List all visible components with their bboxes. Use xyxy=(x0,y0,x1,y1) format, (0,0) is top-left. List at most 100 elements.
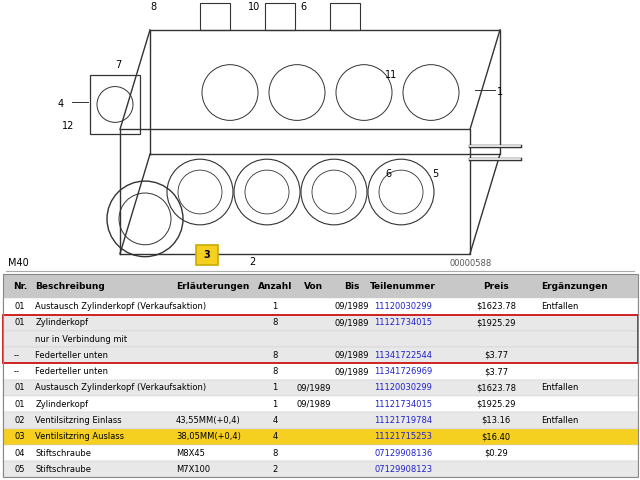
Text: 11121719784: 11121719784 xyxy=(374,416,432,425)
Text: 09/1989: 09/1989 xyxy=(296,384,331,393)
FancyBboxPatch shape xyxy=(3,396,638,412)
FancyBboxPatch shape xyxy=(3,429,638,445)
Text: 7: 7 xyxy=(115,60,121,70)
FancyBboxPatch shape xyxy=(196,245,218,264)
Text: $13.16: $13.16 xyxy=(481,416,511,425)
Text: Stiftschraube: Stiftschraube xyxy=(35,449,92,457)
FancyBboxPatch shape xyxy=(3,347,638,363)
Text: M40: M40 xyxy=(8,258,29,268)
Text: 04: 04 xyxy=(14,449,24,457)
Text: Entfallen: Entfallen xyxy=(541,384,578,393)
Text: 00000588: 00000588 xyxy=(450,259,492,268)
Text: 09/1989: 09/1989 xyxy=(296,400,331,408)
Text: Nr.: Nr. xyxy=(13,282,27,291)
Text: 2: 2 xyxy=(273,465,278,474)
Text: 38,05MM(+0,4): 38,05MM(+0,4) xyxy=(176,432,241,441)
Text: $1925.29: $1925.29 xyxy=(476,318,516,327)
Text: 01: 01 xyxy=(14,318,24,327)
FancyBboxPatch shape xyxy=(3,314,638,331)
FancyBboxPatch shape xyxy=(3,461,638,478)
Text: 03: 03 xyxy=(14,432,25,441)
Text: $3.77: $3.77 xyxy=(484,367,508,376)
Text: 3: 3 xyxy=(204,250,211,260)
Text: 12: 12 xyxy=(62,121,74,132)
Text: 07129908123: 07129908123 xyxy=(374,465,432,474)
Text: 1: 1 xyxy=(273,302,278,311)
FancyBboxPatch shape xyxy=(3,275,638,299)
Text: 09/1989: 09/1989 xyxy=(335,351,369,360)
FancyBboxPatch shape xyxy=(3,380,638,396)
Text: 4: 4 xyxy=(273,416,278,425)
Text: 07129908136: 07129908136 xyxy=(374,449,433,457)
Text: 8: 8 xyxy=(273,449,278,457)
Text: Anzahl: Anzahl xyxy=(258,282,292,291)
Text: Entfallen: Entfallen xyxy=(541,416,578,425)
Text: 2: 2 xyxy=(249,257,255,267)
Text: 11341722544: 11341722544 xyxy=(374,351,432,360)
Text: 10: 10 xyxy=(248,2,260,12)
Text: --: -- xyxy=(14,351,20,360)
Text: 09/1989: 09/1989 xyxy=(335,367,369,376)
Text: 43,55MM(+0,4): 43,55MM(+0,4) xyxy=(176,416,241,425)
Text: Federteller unten: Federteller unten xyxy=(35,367,108,376)
Text: $3.77: $3.77 xyxy=(484,351,508,360)
FancyBboxPatch shape xyxy=(3,363,638,380)
Text: Ventilsitzring Auslass: Ventilsitzring Auslass xyxy=(35,432,124,441)
Text: 4: 4 xyxy=(58,99,64,109)
Text: Austausch Zylinderkopf (Verkaufsaktion): Austausch Zylinderkopf (Verkaufsaktion) xyxy=(35,302,206,311)
Text: Von: Von xyxy=(304,282,323,291)
Text: 11121715253: 11121715253 xyxy=(374,432,432,441)
Text: 11120030299: 11120030299 xyxy=(374,384,432,393)
Text: 8: 8 xyxy=(150,2,156,12)
FancyBboxPatch shape xyxy=(3,412,638,429)
Text: 11: 11 xyxy=(385,70,397,80)
Text: Beschreibung: Beschreibung xyxy=(35,282,105,291)
Text: 11121734015: 11121734015 xyxy=(374,318,432,327)
Text: Bis: Bis xyxy=(344,282,360,291)
Text: 5: 5 xyxy=(432,169,438,179)
Text: 11341726969: 11341726969 xyxy=(374,367,433,376)
Text: Teilenummer: Teilenummer xyxy=(371,282,436,291)
Text: Entfallen: Entfallen xyxy=(541,302,578,311)
Text: Preis: Preis xyxy=(483,282,509,291)
Text: 1: 1 xyxy=(273,400,278,408)
Text: 01: 01 xyxy=(14,384,24,393)
Text: Ventilsitzring Einlass: Ventilsitzring Einlass xyxy=(35,416,122,425)
Text: 09/1989: 09/1989 xyxy=(335,318,369,327)
Text: 8: 8 xyxy=(273,351,278,360)
Text: $1925.29: $1925.29 xyxy=(476,400,516,408)
Text: 8: 8 xyxy=(273,367,278,376)
Text: M7X100: M7X100 xyxy=(176,465,210,474)
Text: 4: 4 xyxy=(273,432,278,441)
Text: 6: 6 xyxy=(385,169,391,179)
Text: Erläuterungen: Erläuterungen xyxy=(176,282,250,291)
Text: 1: 1 xyxy=(273,384,278,393)
Text: 6: 6 xyxy=(300,2,306,12)
Text: --: -- xyxy=(14,367,20,376)
Text: 11120030299: 11120030299 xyxy=(374,302,432,311)
Text: $0.29: $0.29 xyxy=(484,449,508,457)
Text: Austausch Zylinderkopf (Verkaufsaktion): Austausch Zylinderkopf (Verkaufsaktion) xyxy=(35,384,206,393)
Text: Zylinderkopf: Zylinderkopf xyxy=(35,318,88,327)
Text: Stiftschraube: Stiftschraube xyxy=(35,465,92,474)
Text: Federteller unten: Federteller unten xyxy=(35,351,108,360)
Text: $1623.78: $1623.78 xyxy=(476,384,516,393)
Bar xyxy=(3,314,638,363)
Text: $16.40: $16.40 xyxy=(481,432,511,441)
Text: 05: 05 xyxy=(14,465,24,474)
Text: Ergänzungen: Ergänzungen xyxy=(541,282,607,291)
Text: 09/1989: 09/1989 xyxy=(335,302,369,311)
FancyBboxPatch shape xyxy=(3,299,638,314)
Text: 11121734015: 11121734015 xyxy=(374,400,432,408)
Text: $1623.78: $1623.78 xyxy=(476,302,516,311)
Text: 8: 8 xyxy=(273,318,278,327)
Text: 01: 01 xyxy=(14,400,24,408)
Text: Zylinderkopf: Zylinderkopf xyxy=(35,400,88,408)
Text: 1: 1 xyxy=(497,86,503,96)
Text: 02: 02 xyxy=(14,416,24,425)
FancyBboxPatch shape xyxy=(3,445,638,461)
Text: M8X45: M8X45 xyxy=(176,449,205,457)
Text: nur in Verbindung mit: nur in Verbindung mit xyxy=(35,335,127,344)
Text: 01: 01 xyxy=(14,302,24,311)
FancyBboxPatch shape xyxy=(3,331,638,347)
